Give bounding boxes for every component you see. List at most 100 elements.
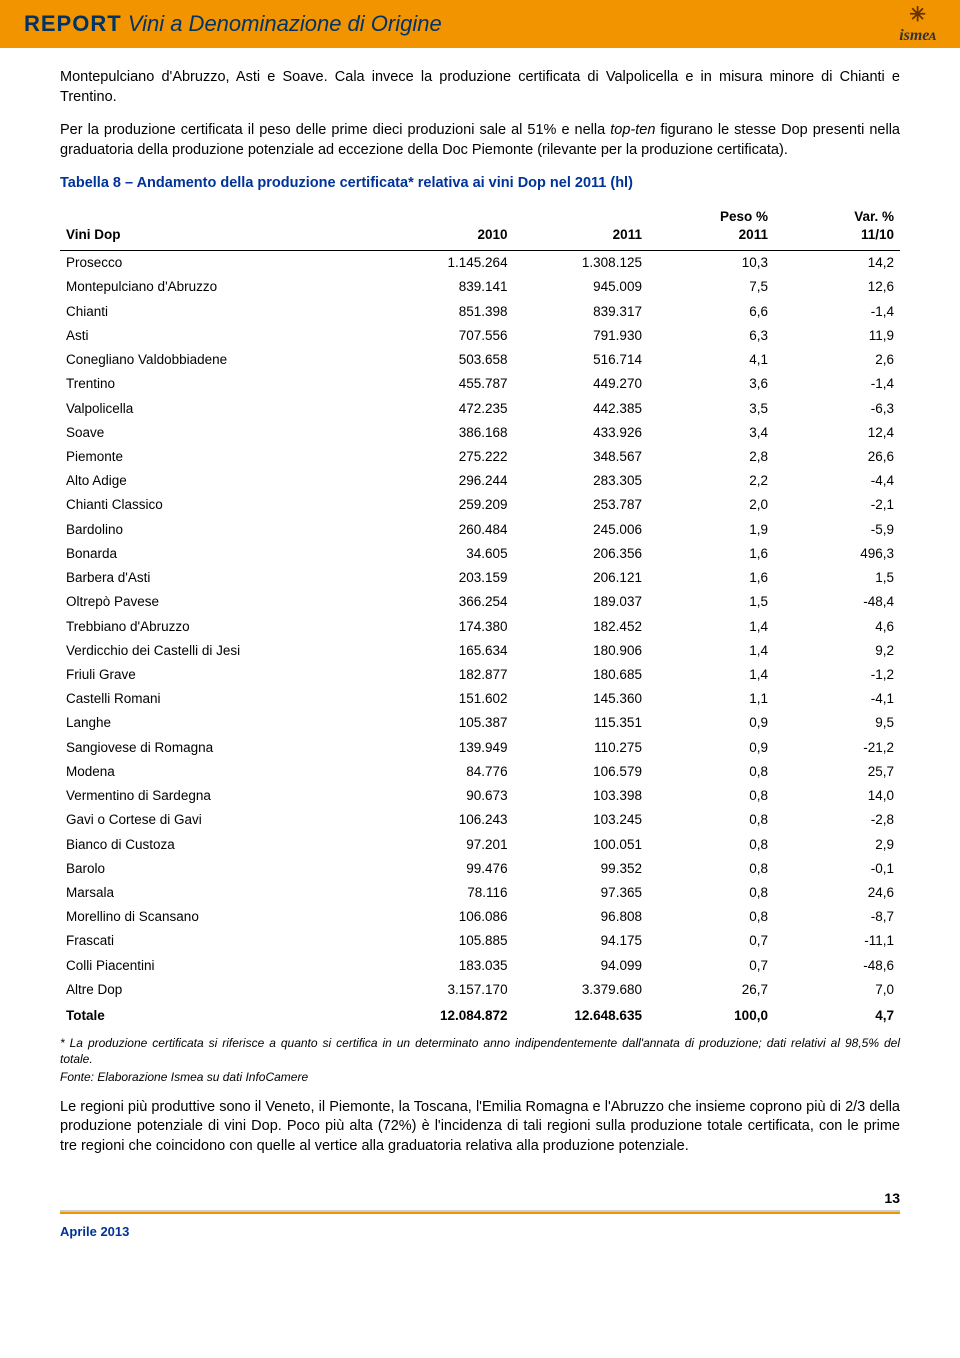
table-row: Friuli Grave182.877180.6851,4-1,2 — [60, 663, 900, 687]
table-cell: 1,4 — [648, 639, 774, 663]
col-header-peso: Peso % 2011 — [648, 204, 774, 251]
intro-paragraph-1: Montepulciano d'Abruzzo, Asti e Soave. C… — [60, 68, 900, 107]
table-cell: 139.949 — [379, 736, 513, 760]
table-cell: -5,9 — [774, 518, 900, 542]
table-cell: 12,4 — [774, 421, 900, 445]
table-cell: 2,0 — [648, 493, 774, 517]
table-row: Chianti Classico259.209253.7872,0-2,1 — [60, 493, 900, 517]
table-cell: 259.209 — [379, 493, 513, 517]
table-row: Sangiovese di Romagna139.949110.2750,9-2… — [60, 736, 900, 760]
table-row: Bianco di Custoza97.201100.0510,82,9 — [60, 833, 900, 857]
table-cell: 165.634 — [379, 639, 513, 663]
table-cell: Marsala — [60, 881, 379, 905]
table-cell: Soave — [60, 421, 379, 445]
table-cell: 12.648.635 — [514, 1002, 648, 1028]
table-cell: 1.308.125 — [514, 251, 648, 276]
table-cell: 503.658 — [379, 348, 513, 372]
table-cell: 182.877 — [379, 663, 513, 687]
table-cell: 105.387 — [379, 711, 513, 735]
title-bold: REPORT — [24, 11, 122, 36]
logo-text: ismeᴀ — [899, 27, 936, 45]
table-row: Montepulciano d'Abruzzo839.141945.0097,5… — [60, 275, 900, 299]
table-cell: Altre Dop — [60, 978, 379, 1002]
table-cell: 7,0 — [774, 978, 900, 1002]
table-cell: 0,8 — [648, 857, 774, 881]
table-cell: -1,4 — [774, 372, 900, 396]
table-cell: 296.244 — [379, 469, 513, 493]
table-cell: -1,2 — [774, 663, 900, 687]
table-cell: 106.086 — [379, 905, 513, 929]
table-cell: 1,1 — [648, 687, 774, 711]
table-cell: 2,2 — [648, 469, 774, 493]
table-row: Colli Piacentini183.03594.0990,7-48,6 — [60, 954, 900, 978]
table-cell: Morellino di Scansano — [60, 905, 379, 929]
table-cell: 3,4 — [648, 421, 774, 445]
table-row: Langhe105.387115.3510,99,5 — [60, 711, 900, 735]
table-cell: 1,5 — [648, 590, 774, 614]
table-cell: Trebbiano d'Abruzzo — [60, 615, 379, 639]
table-cell: 9,2 — [774, 639, 900, 663]
table-cell: 455.787 — [379, 372, 513, 396]
table-body: Prosecco1.145.2641.308.12510,314,2Montep… — [60, 251, 900, 1029]
table-cell: 103.398 — [514, 784, 648, 808]
footer-date: Aprile 2013 — [0, 1214, 960, 1239]
intro-text-italic: top-ten — [610, 122, 655, 138]
table-cell: 0,8 — [648, 881, 774, 905]
table-cell: 2,9 — [774, 833, 900, 857]
table-cell: 4,7 — [774, 1002, 900, 1028]
table-cell: 839.317 — [514, 300, 648, 324]
table-cell: 103.245 — [514, 808, 648, 832]
report-header: REPORT Vini a Denominazione di Origine ✳… — [0, 0, 960, 48]
table-cell: Verdicchio dei Castelli di Jesi — [60, 639, 379, 663]
table-cell: 94.099 — [514, 954, 648, 978]
table-cell: 1,5 — [774, 566, 900, 590]
table-cell: 0,9 — [648, 711, 774, 735]
table-row: Barolo99.47699.3520,8-0,1 — [60, 857, 900, 881]
table-cell: 0,7 — [648, 929, 774, 953]
table-cell: Gavi o Cortese di Gavi — [60, 808, 379, 832]
table-cell: Sangiovese di Romagna — [60, 736, 379, 760]
table-cell: 839.141 — [379, 275, 513, 299]
table-cell: 0,8 — [648, 808, 774, 832]
table-row: Piemonte275.222348.5672,826,6 — [60, 445, 900, 469]
table-cell: -48,4 — [774, 590, 900, 614]
intro-paragraph-2: Per la produzione certificata il peso de… — [60, 121, 900, 160]
table-cell: 25,7 — [774, 760, 900, 784]
table-cell: 1,6 — [648, 566, 774, 590]
table-cell: 12.084.872 — [379, 1002, 513, 1028]
outro-paragraph: Le regioni più produttive sono il Veneto… — [60, 1098, 900, 1157]
table-cell: 433.926 — [514, 421, 648, 445]
table-cell: 386.168 — [379, 421, 513, 445]
table-cell: 183.035 — [379, 954, 513, 978]
table-cell: 12,6 — [774, 275, 900, 299]
table-cell: 472.235 — [379, 397, 513, 421]
table-cell: Piemonte — [60, 445, 379, 469]
table-row: Frascati105.88594.1750,7-11,1 — [60, 929, 900, 953]
table-cell: Barolo — [60, 857, 379, 881]
table-cell: 182.452 — [514, 615, 648, 639]
table-cell: 0,9 — [648, 736, 774, 760]
production-table: Vini Dop 2010 2011 Peso % 2011 Var. % 11… — [60, 204, 900, 1028]
table-cell: Totale — [60, 1002, 379, 1028]
table-row: Valpolicella472.235442.3853,5-6,3 — [60, 397, 900, 421]
table-cell: 6,6 — [648, 300, 774, 324]
table-cell: 253.787 — [514, 493, 648, 517]
table-cell: Bonarda — [60, 542, 379, 566]
table-cell: 174.380 — [379, 615, 513, 639]
table-cell: 84.776 — [379, 760, 513, 784]
table-cell: Colli Piacentini — [60, 954, 379, 978]
table-cell: 11,9 — [774, 324, 900, 348]
table-cell: 3,6 — [648, 372, 774, 396]
col-header-2011: 2011 — [514, 204, 648, 251]
table-cell: 78.116 — [379, 881, 513, 905]
table-cell: 275.222 — [379, 445, 513, 469]
table-cell: 26,6 — [774, 445, 900, 469]
table-cell: 2,6 — [774, 348, 900, 372]
table-cell: 0,8 — [648, 784, 774, 808]
table-cell: 26,7 — [648, 978, 774, 1002]
table-cell: 3.379.680 — [514, 978, 648, 1002]
table-cell: -2,8 — [774, 808, 900, 832]
table-cell: 106.243 — [379, 808, 513, 832]
table-cell: 97.201 — [379, 833, 513, 857]
table-cell: 94.175 — [514, 929, 648, 953]
